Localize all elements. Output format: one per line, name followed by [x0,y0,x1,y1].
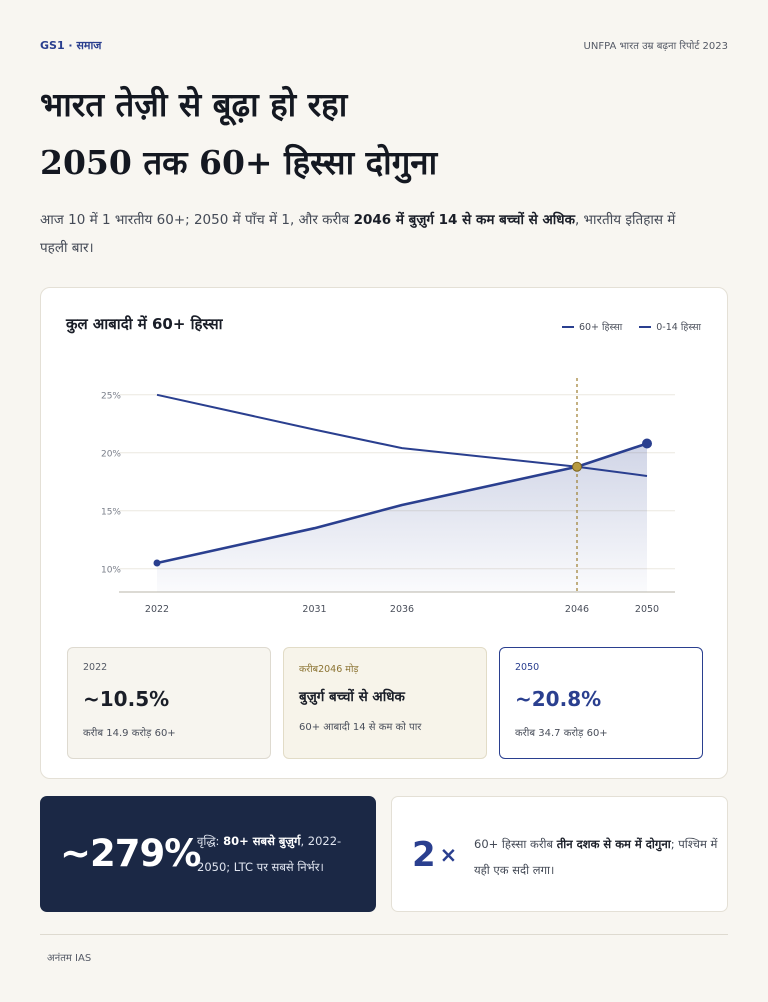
stat-value: ~20.8% [515,687,602,711]
lede-text: आज 10 में 1 भारतीय 60+; 2050 में पाँच मे… [40,212,354,228]
stat-note: करीब 34.7 करोड़ 60+ [515,728,608,739]
growth-text: वृद्धि: 80+ सबसे बुज़ुर्ग, 2022-2050; LT… [197,828,357,880]
growth-text-post: , 2022-2050; LTC पर सबसे निर्भर। [197,834,342,874]
x-tick-label-3: 2046 [565,604,589,615]
stat-label: करीब2046 मोड़ [299,664,359,675]
y-tick-label-3: 25% [101,391,121,401]
stat-card-2022: 2022 ~10.5% करीब 14.9 करोड़ 60+ [67,647,271,759]
end-point [642,438,652,449]
doubling-number: 2 × [412,835,457,875]
footer-brand: अनंतम IAS [47,953,92,964]
x-tick-label-4: 2050 [635,604,659,615]
crossover-point [572,461,582,472]
start-point [153,559,161,567]
growth-number: ~279% [60,832,201,875]
doubling-card: 2 × 60+ हिस्सा करीब तीन दशक से कम में दोग… [391,796,728,912]
headline-line-1: भारत तेज़ी से बूढ़ा हो रहा [40,85,348,124]
doubling-text-post: ; पश्चिम में यही एक सदी लगा। [474,837,718,877]
legend-swatch-elderly [561,325,574,328]
subject-tag: GS1 · समाज [40,39,102,52]
stat-card-crossover: करीब2046 मोड़ बुज़ुर्ग बच्चों से अधिक 60… [283,647,487,759]
stat-card-2050: 2050 ~20.8% करीब 34.7 करोड़ 60+ [499,647,703,759]
headline: भारत तेज़ी से बूढ़ा हो रहा 2050 तक 60+ ह… [40,76,730,192]
footer-divider [40,934,728,935]
x-tick-label-0: 2022 [145,604,169,615]
growth-text-pre: वृद्धि: [197,834,224,848]
chart-legend: 60+ हिस्सा 0-14 हिस्सा [548,320,701,333]
chart-card: कुल आबादी में 60+ हिस्सा 60+ हिस्सा 0-14… [40,287,728,779]
legend-swatch-children [639,325,652,328]
chart-title: कुल आबादी में 60+ हिस्सा [66,315,223,333]
multiply-icon: × [439,843,458,867]
stat-note: 60+ आबादी 14 से कम को पार [299,722,422,733]
x-tick-label-1: 2031 [302,604,326,615]
legend-label-elderly: 60+ हिस्सा [578,322,623,333]
children-share-line [156,393,648,477]
doubling-text-bold: तीन दशक से कम में दोगुना [556,837,671,851]
lede-highlight: 2046 में बुज़ुर्ग 14 से कम बच्चों से अधि… [353,212,575,228]
stat-value: ~10.5% [83,687,170,711]
x-tick-label-2: 2036 [390,604,414,615]
legend-label-children: 0-14 हिस्सा [656,322,701,333]
doubling-text: 60+ हिस्सा करीब तीन दशक से कम में दोगुना… [474,831,718,883]
legend-item-elderly: 60+ हिस्सा [561,320,623,333]
y-tick-label-0: 10% [101,565,121,575]
population-share-chart: 10% 15% 20% 25% 2022 2031 2036 2046 2050 [101,378,675,615]
growth-text-bold: 80+ सबसे बुज़ुर्ग [223,834,301,848]
doubling-text-pre: 60+ हिस्सा करीब [474,837,557,851]
top-bar: GS1 · समाज UNFPA भारत उम्र बढ़ना रिपोर्ट… [40,38,728,54]
stat-value: बुज़ुर्ग बच्चों से अधिक [299,689,405,705]
y-tick-label-1: 15% [101,507,121,517]
stat-label: 2022 [83,662,108,673]
elderly-share-line [156,442,648,565]
y-tick-label-2: 20% [101,449,121,459]
doubling-value: 2 [412,835,436,875]
stat-label: 2050 [515,662,540,673]
stat-note: करीब 14.9 करोड़ 60+ [83,728,176,739]
oldest-old-growth-card: ~279% वृद्धि: 80+ सबसे बुज़ुर्ग, 2022-20… [40,796,376,912]
headline-line-2: 2050 तक 60+ हिस्सा दोगुना [40,143,438,182]
source-label: UNFPA भारत उम्र बढ़ना रिपोर्ट 2023 [583,41,728,52]
elderly-area-fill [157,443,647,592]
legend-item-children: 0-14 हिस्सा [639,320,701,333]
lede-paragraph: आज 10 में 1 भारतीय 60+; 2050 में पाँच मे… [40,206,680,262]
lede-text-end: , भारतीय इतिहास में पहली बार। [40,212,676,256]
